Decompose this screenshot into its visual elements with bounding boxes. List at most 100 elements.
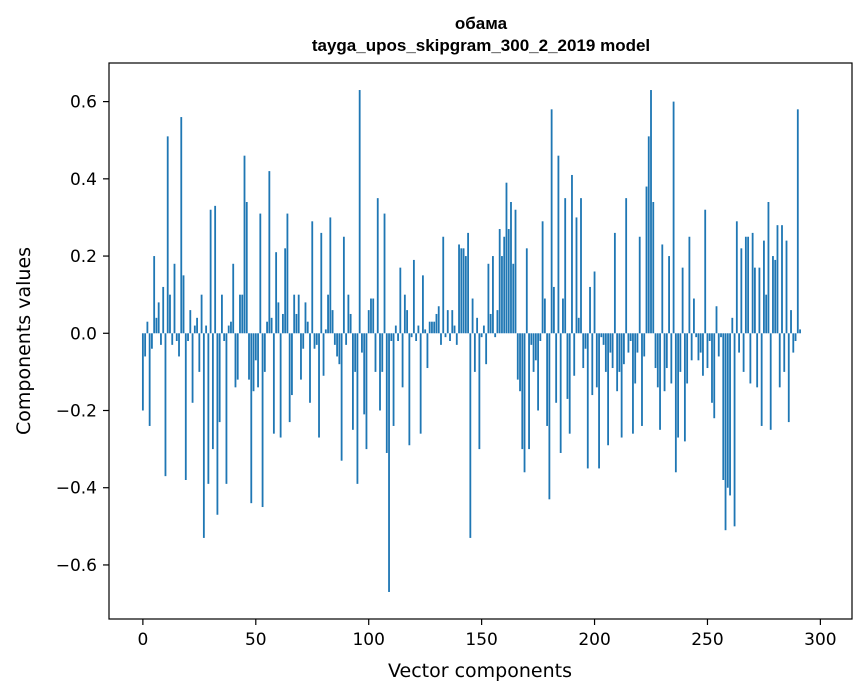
bar-165 — [514, 209, 517, 334]
bar-148 — [476, 317, 479, 334]
bar-123 — [419, 333, 422, 434]
bar-193 — [577, 317, 580, 334]
bar-239 — [681, 267, 684, 334]
bar-95 — [356, 333, 359, 484]
bar-26 — [200, 294, 203, 334]
bar-205 — [604, 333, 607, 372]
bar-247 — [699, 333, 702, 353]
bar-207 — [609, 333, 612, 353]
bar-19 — [184, 333, 187, 480]
bar-50 — [254, 333, 257, 361]
bar-218 — [634, 333, 637, 384]
bar-106 — [381, 333, 384, 372]
bar-176 — [539, 333, 542, 341]
bar-21 — [189, 310, 192, 334]
bar-216 — [629, 333, 632, 341]
bar-70 — [300, 333, 302, 380]
bar-146 — [471, 298, 474, 334]
bar-259 — [726, 333, 729, 488]
bar-77 — [315, 333, 318, 345]
bar-53 — [261, 333, 264, 508]
bar-8 — [160, 333, 162, 345]
bar-28 — [205, 325, 208, 334]
bar-262 — [733, 333, 736, 527]
bar-283 — [781, 225, 783, 334]
bar-242 — [688, 236, 691, 334]
bar-18 — [182, 275, 185, 334]
bar-46 — [245, 202, 248, 334]
bar-249 — [704, 209, 707, 334]
bar-47 — [248, 333, 250, 380]
bar-203 — [600, 333, 603, 338]
bar-279 — [772, 256, 774, 334]
bar-192 — [575, 217, 578, 334]
bar-97 — [361, 333, 363, 353]
bar-118 — [408, 333, 411, 446]
bar-65 — [288, 333, 291, 423]
bar-252 — [711, 333, 713, 403]
bar-174 — [534, 333, 537, 361]
bar-186 — [562, 298, 564, 334]
bar-234 — [670, 333, 673, 384]
bar-194 — [580, 198, 582, 334]
bar-23 — [193, 325, 196, 334]
bar-282 — [778, 333, 781, 388]
bar-11 — [166, 136, 169, 334]
bar-156 — [494, 333, 497, 338]
bar-197 — [586, 333, 589, 469]
bar-79 — [320, 232, 323, 334]
bar-75 — [311, 221, 314, 334]
bar-180 — [548, 333, 551, 500]
bar-101 — [370, 298, 372, 334]
bar-225 — [650, 90, 652, 334]
bar-12 — [169, 294, 171, 334]
bar-128 — [431, 321, 433, 334]
bar-204 — [602, 333, 605, 345]
bar-253 — [713, 333, 716, 419]
x-tick-label: 300 — [804, 630, 836, 650]
bar-111 — [392, 333, 395, 426]
bar-89 — [342, 236, 345, 334]
bar-42 — [236, 333, 239, 380]
bar-219 — [636, 333, 639, 353]
bar-13 — [171, 333, 174, 345]
bar-190 — [571, 174, 573, 334]
bar-271 — [753, 267, 756, 334]
bar-196 — [584, 333, 587, 349]
y-axis-ticks: −0.6 −0.4 −0.2 0.0 0.2 0.4 0.6 — [56, 93, 109, 576]
bar-212 — [620, 333, 623, 438]
bar-241 — [686, 333, 689, 384]
bar-132 — [440, 333, 442, 345]
bar-43 — [239, 294, 241, 334]
bar-211 — [618, 333, 621, 372]
bar-210 — [616, 333, 619, 392]
bar-9 — [162, 286, 165, 334]
bar-160 — [503, 236, 506, 334]
bar-222 — [643, 333, 646, 357]
bar-137 — [451, 310, 454, 334]
bar-273 — [758, 267, 761, 334]
bar-126 — [426, 333, 429, 369]
bar-214 — [625, 198, 628, 334]
bar-198 — [589, 286, 591, 334]
bar-138 — [453, 325, 456, 334]
bar-245 — [695, 333, 698, 338]
bar-136 — [449, 333, 451, 341]
bar-3 — [148, 333, 151, 426]
y-tick-label: 0.4 — [70, 170, 97, 190]
bar-6 — [155, 317, 158, 334]
bar-141 — [460, 248, 463, 334]
bar-105 — [379, 333, 381, 411]
bar-131 — [437, 306, 440, 334]
bar-281 — [776, 225, 779, 334]
bar-175 — [537, 333, 539, 411]
bar-177 — [541, 221, 544, 334]
bar-30 — [209, 209, 212, 334]
y-tick-label: −0.4 — [56, 479, 97, 499]
bar-73 — [306, 321, 309, 334]
bar-120 — [412, 259, 415, 334]
bar-104 — [376, 198, 379, 334]
bar-61 — [279, 333, 282, 438]
bar-173 — [532, 333, 535, 372]
